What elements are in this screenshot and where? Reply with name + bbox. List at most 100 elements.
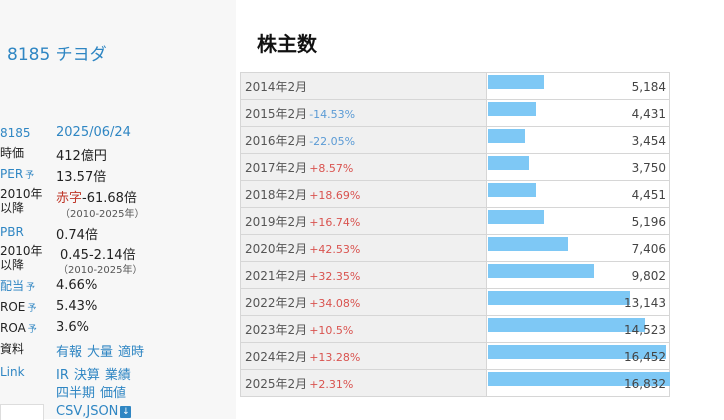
value-label: 3,750 [631, 161, 666, 175]
bar-cell: 5,196 [485, 207, 671, 235]
links-label: Link [0, 365, 25, 379]
value-label: 16,452 [624, 350, 666, 364]
table-row: 2025年2月 +2.31% 16,832 [240, 369, 671, 397]
year-cell: 2019年2月 +16.74% [240, 207, 487, 235]
value-label: 9,802 [631, 269, 666, 283]
doc-link-tairyo[interactable]: 大量 [87, 345, 114, 360]
value-bar [487, 156, 529, 170]
table-row: 2015年2月 -14.53% 4,431 [240, 99, 671, 127]
table-row: 2021年2月 +32.35% 9,802 [240, 261, 671, 289]
link-ir[interactable]: IR [56, 368, 69, 383]
table-row: 2023年2月 +10.5% 14,523 [240, 315, 671, 343]
value-label: 5,196 [631, 215, 666, 229]
table-row: 2019年2月 +16.74% 5,196 [240, 207, 671, 235]
bottom-tab[interactable] [0, 404, 44, 420]
per-history-range: （2010-2025年） [60, 209, 145, 220]
table-row: 2022年2月 +34.08% 13,143 [240, 288, 671, 316]
quote-date: 2025/06/24 [56, 125, 131, 140]
csv-json-label[interactable]: CSV,JSON [56, 404, 119, 419]
value-bar [487, 237, 568, 251]
links-row1: IR 決算 業績 [56, 364, 136, 383]
change-percent: +8.57% [309, 161, 354, 175]
bar-cell: 16,452 [485, 342, 671, 370]
value-label: 13,143 [624, 296, 666, 310]
dividend-label[interactable]: 配当予 [0, 279, 36, 293]
bar-cell: 13,143 [485, 288, 671, 316]
table-row: 2017年2月 +8.57% 3,750 [240, 153, 671, 181]
year-label: 2015年2月 [245, 106, 308, 121]
download-icon[interactable]: ↓ [120, 405, 132, 418]
change-percent: +16.74% [309, 215, 361, 229]
value-bar [487, 318, 645, 332]
doc-link-tekiji[interactable]: 適時 [118, 345, 145, 360]
roe-label: ROE 予 [0, 300, 37, 314]
year-label: 2016年2月 [245, 133, 308, 148]
link-gyoseki[interactable]: 業績 [104, 368, 131, 383]
year-label: 2021年2月 [245, 268, 308, 283]
change-percent: +32.35% [309, 269, 361, 283]
change-percent: -22.05% [309, 134, 356, 148]
change-percent: +10.5% [309, 323, 354, 337]
change-percent: +2.31% [309, 377, 354, 391]
table-row: 2016年2月 -22.05% 3,454 [240, 126, 671, 154]
link-shihanki[interactable]: 四半期 [56, 386, 96, 401]
value-label: 4,431 [631, 107, 666, 121]
doc-link-yuho[interactable]: 有報 [56, 345, 83, 360]
link-kachi[interactable]: 価値 [100, 386, 127, 401]
chart-title: 株主数 [257, 32, 317, 56]
value-label: 16,832 [624, 377, 666, 391]
bar-cell: 7,406 [485, 234, 671, 262]
year-label: 2023年2月 [245, 322, 308, 337]
table-row: 2018年2月 +18.69% 4,451 [240, 180, 671, 208]
links-row2: 四半期 価値 [56, 382, 131, 401]
roa-value: 3.6% [56, 320, 90, 335]
year-label: 2017年2月 [245, 160, 308, 175]
change-percent: +13.28% [309, 350, 361, 364]
value-label: 4,451 [631, 188, 666, 202]
value-label: 5,184 [631, 80, 666, 94]
market-cap-value: 412億円 [56, 149, 107, 164]
year-cell: 2024年2月 +13.28% [240, 342, 487, 370]
year-cell: 2015年2月 -14.53% [240, 99, 487, 127]
year-cell: 2022年2月 +34.08% [240, 288, 487, 316]
stock-code-name-link[interactable]: 8185 チヨダ [7, 45, 107, 65]
stock-code[interactable]: 8185 [0, 126, 31, 140]
value-bar [487, 345, 666, 359]
csv-json-link[interactable]: CSV,JSON ↓ [56, 404, 132, 419]
table-row: 2020年2月 +42.53% 7,406 [240, 234, 671, 262]
year-cell: 2020年2月 +42.53% [240, 234, 487, 262]
bar-cell: 4,431 [485, 99, 671, 127]
change-percent: -14.53% [309, 107, 356, 121]
per-history-value: 赤字-61.68倍 [56, 191, 137, 206]
value-bar [487, 102, 536, 116]
year-cell: 2018年2月 +18.69% [240, 180, 487, 208]
value-bar [487, 291, 630, 305]
year-label: 2020年2月 [245, 241, 308, 256]
year-cell: 2016年2月 -22.05% [240, 126, 487, 154]
pbr-label[interactable]: PBR [0, 225, 24, 239]
roa-label: ROA 予 [0, 321, 37, 335]
value-label: 14,523 [624, 323, 666, 337]
year-cell: 2025年2月 +2.31% [240, 369, 487, 397]
roe-value: 5.43% [56, 299, 98, 314]
year-cell: 2017年2月 +8.57% [240, 153, 487, 181]
market-cap-label: 時価 [0, 146, 25, 160]
bar-cell: 5,184 [485, 72, 671, 100]
year-cell: 2021年2月 +32.35% [240, 261, 487, 289]
per-label[interactable]: PER 予 [0, 167, 35, 181]
change-percent: +18.69% [309, 188, 361, 202]
per-value: 13.57倍 [56, 170, 107, 185]
value-label: 3,454 [631, 134, 666, 148]
pbr-history-value: 0.45-2.14倍 [60, 248, 136, 263]
year-cell: 2023年2月 +10.5% [240, 315, 487, 343]
year-label: 2025年2月 [245, 376, 308, 391]
documents-links: 有報 大量 適時 [56, 341, 149, 360]
value-bar [487, 210, 544, 224]
year-label: 2024年2月 [245, 349, 308, 364]
link-kessan[interactable]: 決算 [73, 368, 100, 383]
year-label: 2018年2月 [245, 187, 308, 202]
pbr-history-label: 2010年 以降 [0, 244, 43, 272]
pbr-value: 0.74倍 [56, 228, 98, 243]
change-percent: +42.53% [309, 242, 361, 256]
documents-label: 資料 [0, 342, 25, 356]
